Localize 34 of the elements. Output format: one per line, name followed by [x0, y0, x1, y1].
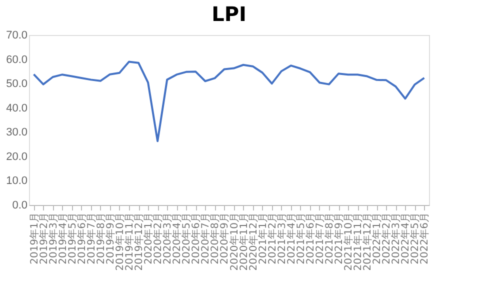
- x-tick-label: 2019年1月: [28, 212, 40, 264]
- y-tick-label: 0.0: [12, 200, 28, 212]
- x-tick-label: 2020年12月: [247, 212, 260, 271]
- y-tick-label: 60.0: [6, 54, 28, 66]
- x-tick-label: 2021年7月: [314, 212, 326, 264]
- x-tick-label: 2019年7月: [85, 212, 98, 264]
- x-tick-label: 2021年4月: [285, 212, 298, 264]
- y-tick-label: 30.0: [6, 126, 28, 139]
- x-tick-label: 2022年6月: [418, 212, 431, 264]
- y-tick-label: 40.0: [6, 102, 28, 114]
- x-tick-label: 2019年9月: [104, 212, 116, 264]
- x-tick-label: 2019年10月: [114, 212, 126, 271]
- x-tick-label: 2020年11月: [238, 212, 250, 271]
- y-tick-label: 50.0: [6, 78, 28, 90]
- x-tick-label: 2019年2月: [38, 212, 50, 264]
- line-series: [32, 60, 426, 142]
- x-tick-label: 2020年10月: [228, 212, 240, 271]
- x-tick-label: 2021年2月: [266, 212, 278, 264]
- y-tick-label: 70.0: [6, 30, 28, 42]
- x-tick-label: 2019年11月: [124, 212, 136, 271]
- x-tick-label: 2019年8月: [94, 212, 107, 264]
- x-tick-label: 2021年6月: [304, 212, 316, 264]
- x-tick-label: 2020年9月: [218, 212, 231, 264]
- y-tick-label: 20.0: [6, 150, 28, 163]
- x-tick-label: 2019年3月: [47, 212, 60, 264]
- x-tick-label: 2019年4月: [56, 212, 69, 264]
- x-tick-label: 2021年1月: [256, 212, 269, 264]
- chart-title: LPI: [212, 2, 246, 26]
- x-tick-label: 2021年8月: [324, 212, 336, 264]
- x-tick-label: 2019年5月: [66, 212, 78, 264]
- x-tick-label: 2021年5月: [294, 212, 307, 264]
- x-tick-label: 2021年3月: [276, 212, 288, 264]
- x-tick-label: 2019年6月: [76, 212, 88, 264]
- y-tick-label: 10.0: [6, 175, 28, 188]
